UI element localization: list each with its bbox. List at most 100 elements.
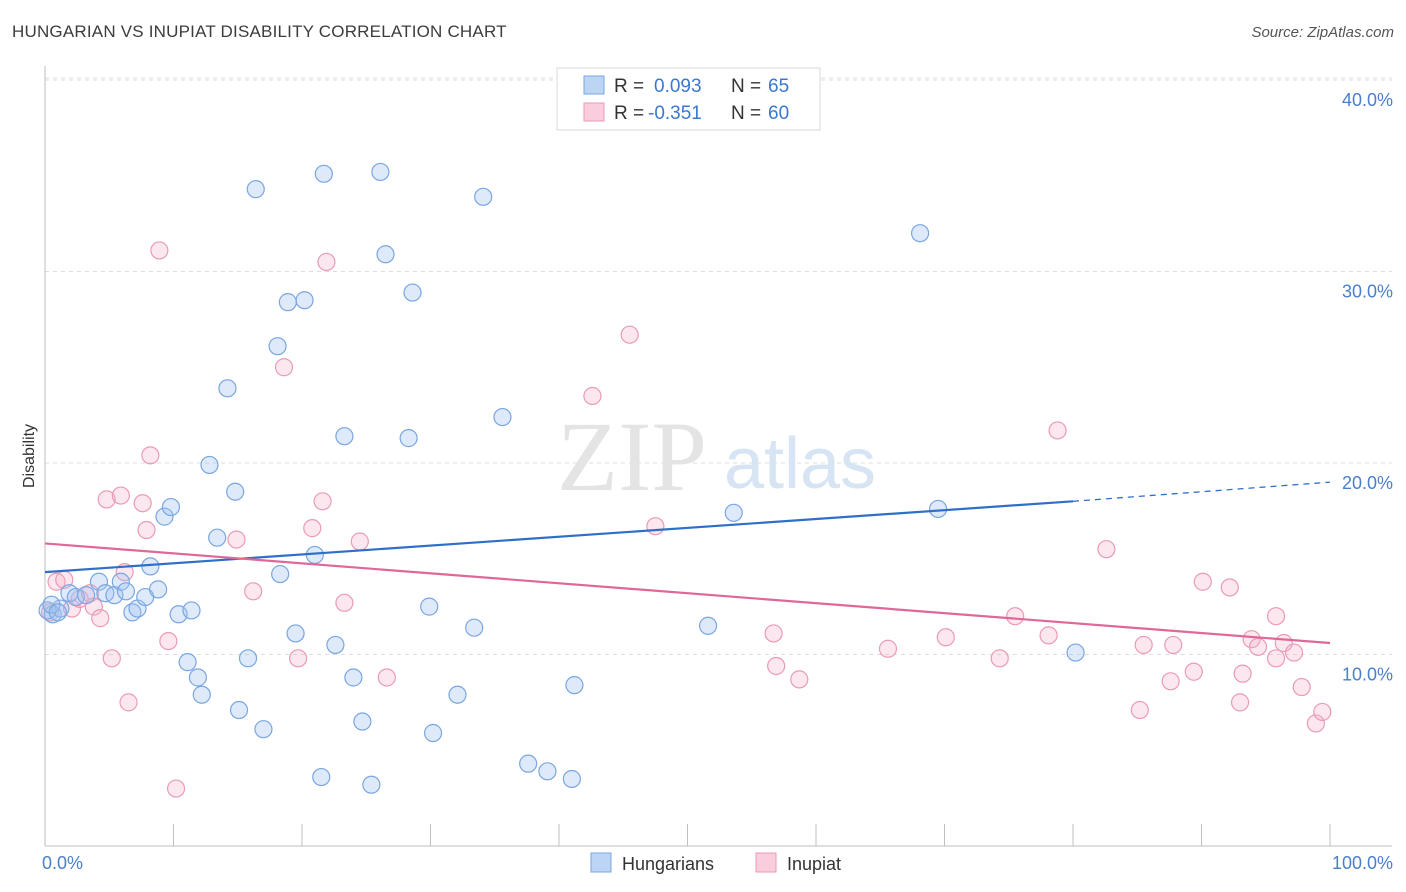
data-point-hungarians [928, 499, 948, 519]
data-point-hungarians [208, 528, 227, 547]
data-point-inupiat [313, 492, 332, 511]
data-point-inupiat [1230, 693, 1250, 712]
data-point-hungarians [312, 767, 331, 787]
data-point-inupiat [119, 693, 138, 712]
x-tick-label: 0.0% [42, 853, 83, 873]
data-point-inupiat [1233, 664, 1252, 683]
data-point-hungarians [161, 497, 181, 517]
data-point-hungarians [254, 720, 273, 739]
data-point-inupiat [936, 628, 955, 647]
data-point-inupiat [1048, 421, 1067, 440]
data-point-inupiat [150, 241, 169, 260]
grid-lines [45, 77, 1392, 655]
data-point-inupiat [620, 325, 639, 344]
bottom-legend-swatch-inupiat [755, 852, 777, 873]
bottom-legend-label-hungarians: Hungarians [622, 854, 714, 874]
data-point-inupiat [111, 486, 130, 505]
data-point-hungarians [910, 224, 930, 243]
data-point-inupiat [1184, 662, 1203, 681]
data-point-hungarians [116, 582, 136, 601]
legend-n-value-1: 65 [768, 76, 789, 97]
data-point-hungarians [141, 557, 160, 576]
watermark: ZIP atlas [557, 401, 876, 512]
axes: 10.0% 20.0% 30.0% 40.0% 0.0% 100.0% [42, 66, 1393, 873]
data-point-inupiat [289, 649, 308, 668]
legend-n-label-2: N = [731, 103, 761, 124]
y-tick-label: 10.0% [1342, 665, 1393, 685]
data-point-inupiat [274, 358, 294, 377]
data-point-hungarians [148, 580, 168, 599]
data-point-inupiat [159, 631, 178, 651]
data-point-hungarians [335, 427, 354, 446]
y-axis-label: Disability [21, 424, 38, 488]
data-point-inupiat [303, 519, 322, 538]
data-point-inupiat [317, 252, 336, 272]
legend-swatch-inupiat [583, 102, 605, 122]
legend-r-value-2: -0.351 [648, 103, 702, 124]
data-point-inupiat [1220, 578, 1239, 597]
data-point-hungarians [448, 685, 467, 704]
data-point-hungarians [96, 584, 115, 603]
data-point-hungarians [423, 723, 443, 743]
data-point-inupiat [1313, 702, 1332, 722]
data-point-inupiat [1292, 677, 1311, 697]
data-point-inupiat [133, 494, 152, 513]
data-point-hungarians [353, 712, 372, 731]
data-point-hungarians [344, 668, 363, 687]
data-point-hungarians [565, 676, 584, 695]
data-point-hungarians [724, 503, 743, 522]
data-point-hungarians [229, 700, 249, 720]
legend-r-value-1: 0.093 [654, 76, 702, 97]
data-point-hungarians [465, 618, 484, 637]
data-point-inupiat [102, 649, 121, 668]
data-point-hungarians [326, 635, 345, 655]
data-point-inupiat [1248, 637, 1268, 656]
trend-lines [44, 481, 1331, 645]
series-legend: Hungarians Inupiat [590, 852, 841, 874]
source-label: Source: ZipAtlas.com [1251, 24, 1394, 41]
y-tick-label: 20.0% [1342, 473, 1393, 493]
watermark-zip: ZIP [557, 401, 707, 512]
data-point-hungarians [403, 283, 422, 302]
trend-line-hungarians [44, 500, 1074, 574]
data-point-inupiat [141, 446, 160, 465]
data-point-inupiat [764, 624, 783, 643]
data-point-hungarians [295, 291, 314, 310]
data-point-inupiat [1164, 635, 1183, 655]
data-point-hungarians [538, 762, 557, 781]
data-point-hungarians [111, 572, 130, 591]
data-point-hungarians [376, 245, 395, 264]
data-point-hungarians [562, 769, 581, 789]
data-point-inupiat [1134, 635, 1153, 655]
data-point-inupiat [97, 490, 116, 509]
data-point-inupiat [1161, 672, 1180, 691]
data-point-inupiat [878, 639, 898, 658]
data-point-hungarians [268, 337, 287, 356]
data-point-inupiat [1130, 700, 1149, 720]
data-point-inupiat [646, 517, 665, 536]
data-point-inupiat [767, 656, 786, 676]
legend-r-label-1: R = [614, 76, 644, 97]
data-point-hungarians [178, 653, 197, 672]
data-point-inupiat [1193, 572, 1212, 591]
data-point-hungarians [89, 572, 109, 591]
data-point-inupiat [583, 386, 602, 406]
legend-r-label-2: R = [614, 103, 644, 124]
data-point-hungarians [1066, 643, 1085, 662]
data-point-hungarians [200, 455, 219, 475]
data-point-inupiat [1039, 626, 1058, 645]
data-point-inupiat [1006, 607, 1025, 626]
data-point-inupiat [1266, 607, 1286, 626]
bottom-legend-label-inupiat: Inupiat [787, 854, 841, 874]
data-point-hungarians [362, 775, 381, 794]
x-tick-label: 100.0% [1332, 853, 1393, 873]
data-point-inupiat [244, 582, 263, 601]
data-point-inupiat [377, 668, 396, 687]
data-point-inupiat [990, 649, 1009, 668]
legend-swatch-hungarians [583, 75, 605, 95]
legend-n-value-2: 60 [768, 103, 789, 124]
data-point-hungarians [371, 162, 390, 182]
data-point-inupiat [137, 520, 156, 540]
data-point-hungarians [188, 668, 208, 687]
data-point-hungarians [474, 187, 493, 206]
